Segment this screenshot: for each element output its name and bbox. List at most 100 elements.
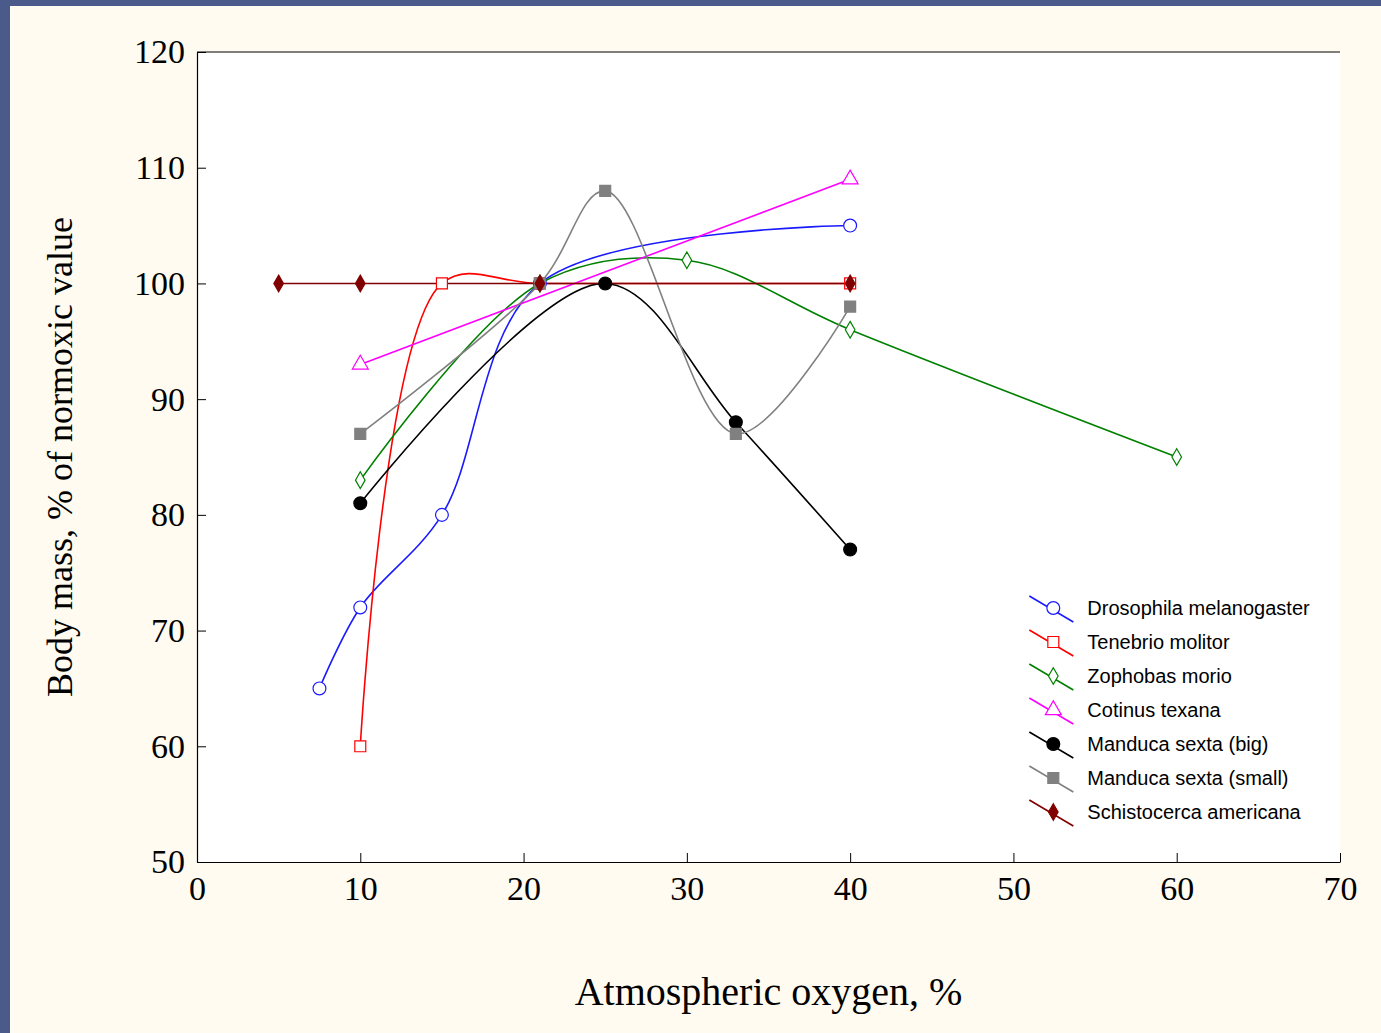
x-axis-line (198, 862, 1341, 863)
y-tick-mark (197, 862, 206, 863)
series-marker (355, 472, 365, 489)
series-marker (535, 275, 545, 292)
plot-frame (197, 52, 1340, 53)
y-tick-mark (197, 746, 206, 747)
legend-label: Schistocerca americana (1087, 801, 1301, 823)
series-marker (352, 355, 368, 369)
y-tick-label: 50 (151, 843, 185, 880)
legend-label: Manduca sexta (big) (1087, 733, 1268, 755)
legend-label: Drosophila melanogaster (1087, 597, 1310, 619)
y-tick-mark (197, 515, 206, 516)
y-tick-label: 70 (151, 612, 185, 649)
series-marker (354, 601, 367, 614)
y-tick-label: 80 (151, 496, 185, 533)
y-tick-mark (197, 631, 206, 632)
legend-marker (1047, 602, 1060, 615)
series-marker (845, 301, 856, 312)
x-tick-label: 10 (344, 870, 378, 907)
legend-swatch (1029, 732, 1073, 758)
legend-marker (1049, 668, 1059, 685)
series-marker (274, 275, 284, 292)
series-marker (844, 219, 857, 232)
legend-marker (1048, 637, 1059, 648)
legend-marker (1049, 804, 1059, 821)
series-marker (436, 278, 447, 289)
legend-item: Drosophila melanogaster (1029, 596, 1310, 622)
series-marker (730, 428, 741, 439)
series-marker (535, 275, 545, 292)
legend-item: Manduca sexta (small) (1029, 766, 1288, 792)
x-tick-mark (1177, 853, 1178, 862)
legend-item: Tenebrio molitor (1029, 630, 1230, 656)
legend-label: Manduca sexta (small) (1087, 767, 1288, 789)
series-marker (729, 416, 742, 429)
x-tick-label: 60 (1160, 870, 1194, 907)
legend-item: Manduca sexta (big) (1029, 732, 1268, 758)
x-tick: 20 (507, 853, 541, 907)
legend-label: Zophobas morio (1087, 665, 1232, 687)
y-axis-title: Body mass, % of normoxic value (40, 217, 80, 697)
series-line (360, 274, 850, 747)
legend-marker (1045, 701, 1061, 715)
y-tick-label: 90 (151, 381, 185, 418)
x-tick: 70 (1324, 853, 1358, 907)
x-tick: 10 (344, 853, 378, 907)
x-tick: 40 (834, 853, 868, 907)
legend-marker (1048, 773, 1059, 784)
series-marker (844, 543, 857, 556)
legend-swatch (1029, 766, 1073, 792)
series-marker (600, 185, 611, 196)
legend-label: Tenebrio molitor (1087, 631, 1230, 653)
x-tick-mark (360, 853, 361, 862)
plot-background (197, 52, 1340, 862)
y-tick: 50 (151, 843, 206, 880)
series-marker (845, 275, 855, 292)
y-tick: 60 (151, 728, 206, 765)
legend-swatch (1029, 630, 1073, 656)
series-marker (1172, 449, 1182, 466)
x-tick: 30 (670, 853, 704, 907)
series-line (360, 191, 850, 434)
y-tick-mark (197, 399, 206, 400)
y-axis: 50 60 70 80 90 100 110 120 (134, 33, 206, 880)
series-marker (354, 497, 367, 510)
legend-item: Schistocerca americana (1029, 800, 1301, 826)
series-marker (355, 741, 366, 752)
series-marker (435, 508, 448, 521)
legend-item: Cotinus texana (1029, 698, 1221, 724)
y-tick-label: 60 (151, 728, 185, 765)
series-line (360, 258, 1176, 480)
series-marker (313, 682, 326, 695)
series-line (360, 179, 850, 364)
y-tick: 110 (135, 149, 206, 186)
slide-border (0, 0, 1381, 6)
series-marker (355, 428, 366, 439)
x-axis-title: Atmospheric oxygen, % (575, 969, 963, 1014)
series-marker (682, 252, 692, 269)
x-tick-label: 0 (189, 870, 206, 907)
y-tick-mark (197, 283, 206, 284)
legend-swatch (1029, 800, 1073, 826)
x-axis: 0 10 20 30 40 50 60 70 (189, 853, 1358, 907)
x-tick-label: 50 (997, 870, 1031, 907)
legend-marker (1047, 738, 1060, 751)
series-marker (845, 321, 855, 338)
y-tick: 90 (151, 381, 206, 418)
x-tick-label: 20 (507, 870, 541, 907)
plot-area (274, 170, 1182, 752)
y-tick-label: 110 (135, 149, 185, 186)
series-marker (842, 170, 858, 184)
x-tick-mark (524, 853, 525, 862)
y-tick: 100 (134, 265, 206, 302)
y-tick-label: 100 (134, 265, 185, 302)
y-tick: 80 (151, 496, 206, 533)
legend: Drosophila melanogaster Tenebrio molitor Z… (1029, 596, 1310, 826)
legend-swatch (1029, 596, 1073, 622)
y-tick-mark (197, 168, 206, 169)
x-tick-mark (1340, 853, 1341, 862)
x-tick-label: 40 (834, 870, 868, 907)
legend-item: Zophobas morio (1029, 664, 1232, 690)
y-tick-label: 120 (134, 33, 185, 70)
x-tick-label: 70 (1324, 870, 1358, 907)
y-tick: 120 (134, 33, 206, 70)
